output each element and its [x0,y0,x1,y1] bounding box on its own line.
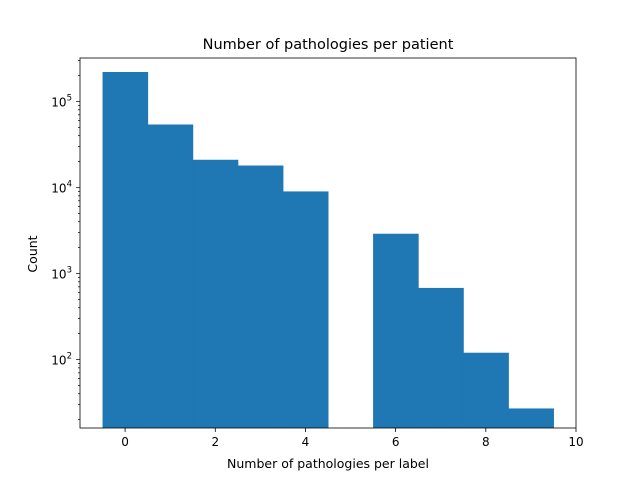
x-tick-label: 2 [211,435,219,449]
histogram-bar [463,352,509,428]
x-tick-label: 0 [121,435,129,449]
x-tick-label: 10 [568,435,583,449]
histogram-bar [237,165,284,428]
histogram-bar [418,287,464,428]
y-tick-label: 104 [51,179,72,195]
y-axis-ticks: 102 103 104 105 [51,60,80,421]
axes-frame [79,57,577,429]
histogram-bar [508,408,554,428]
x-tick-label: 8 [482,435,490,449]
histogram-bar [373,233,419,428]
histogram-bar [147,124,194,428]
histogram-bar [282,191,329,428]
chart-title: Number of pathologies per patient [203,37,454,53]
y-tick-label: 105 [51,93,72,109]
x-tick-label: 6 [392,435,400,449]
x-axis-label: Number of pathologies per label [227,456,429,471]
histogram-bar [102,71,149,428]
bars-group [102,71,554,428]
y-axis-label: Count [25,235,40,272]
histogram-bar [192,159,239,428]
x-axis-ticks: 0 2 4 6 8 10 [121,428,584,449]
y-tick-label: 103 [51,266,72,282]
y-tick-label: 102 [51,352,72,368]
x-tick-label: 4 [302,435,310,449]
